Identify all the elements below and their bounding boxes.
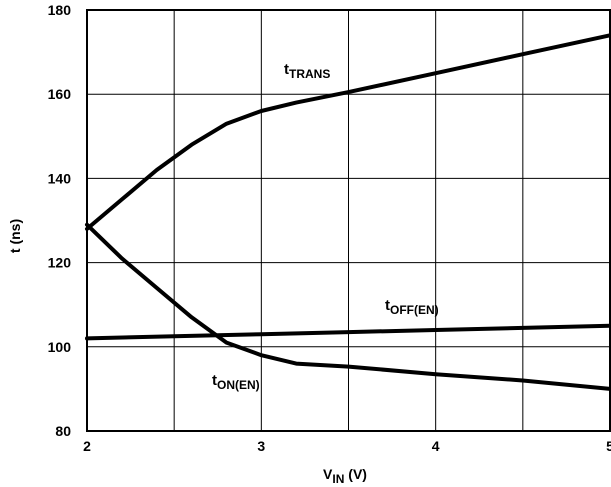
y-tick-label: 180 bbox=[48, 2, 72, 18]
series-line-on bbox=[85, 222, 611, 391]
y-tick-label: 160 bbox=[48, 86, 72, 102]
series-label-trans: tTRANS bbox=[284, 61, 330, 81]
series-label-off: tOFF(EN) bbox=[385, 297, 439, 317]
y-tick-label: 100 bbox=[48, 339, 72, 355]
x-tick-label: 5 bbox=[606, 438, 611, 454]
series-line-off bbox=[85, 323, 611, 341]
series-label-on: tON(EN) bbox=[212, 372, 260, 392]
y-tick-label: 140 bbox=[48, 170, 72, 186]
chart-tick-labels: 2 3 4 5 80 100 120 140 160 180 bbox=[48, 2, 611, 454]
x-tick-label: 4 bbox=[432, 438, 440, 454]
chart-series-lines bbox=[85, 33, 611, 391]
x-tick-label: 3 bbox=[257, 438, 265, 454]
x-axis-title: VIN (V) bbox=[323, 466, 367, 486]
chart-grid bbox=[86, 9, 611, 432]
x-tick-label: 2 bbox=[83, 438, 91, 454]
series-line-trans bbox=[85, 33, 611, 231]
y-axis-title: t (ns) bbox=[7, 219, 23, 253]
plot-frame bbox=[86, 9, 611, 432]
y-tick-label: 120 bbox=[48, 255, 72, 271]
y-tick-label: 80 bbox=[55, 423, 71, 439]
